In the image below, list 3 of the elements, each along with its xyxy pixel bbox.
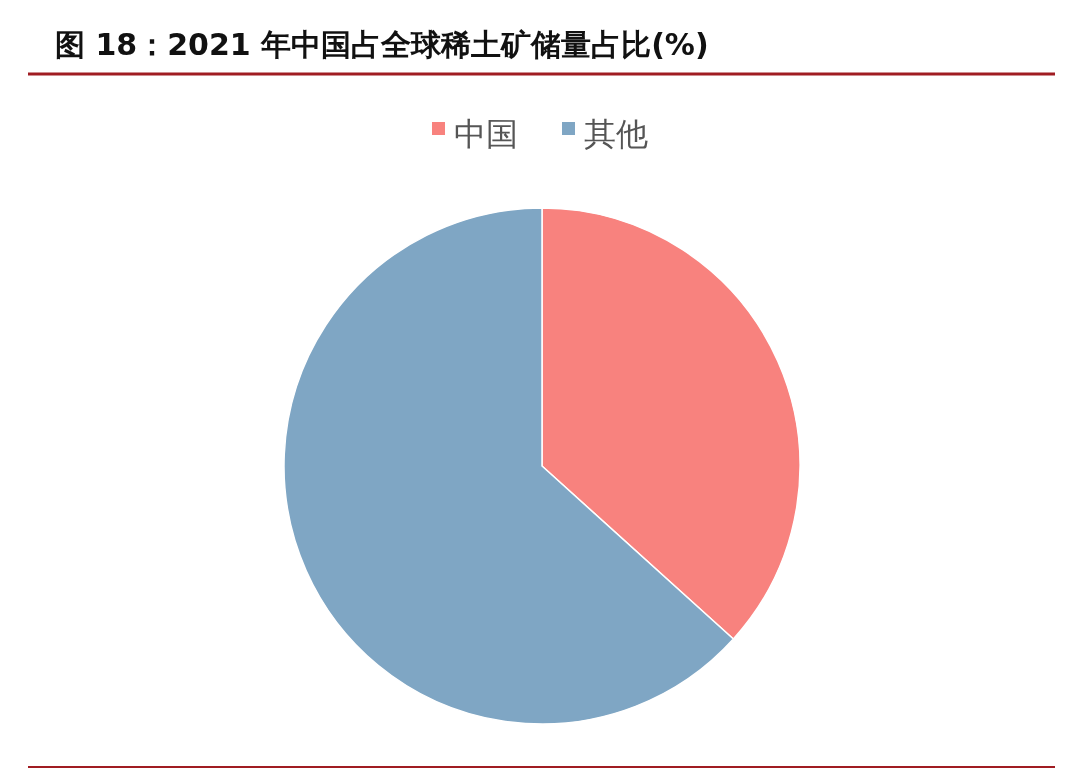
title: 图 18：2021 年中国占全球稀土矿储量占比(%) (55, 27, 709, 62)
legend-label: 中国 (454, 115, 518, 153)
legend-label: 其他 (584, 115, 648, 153)
